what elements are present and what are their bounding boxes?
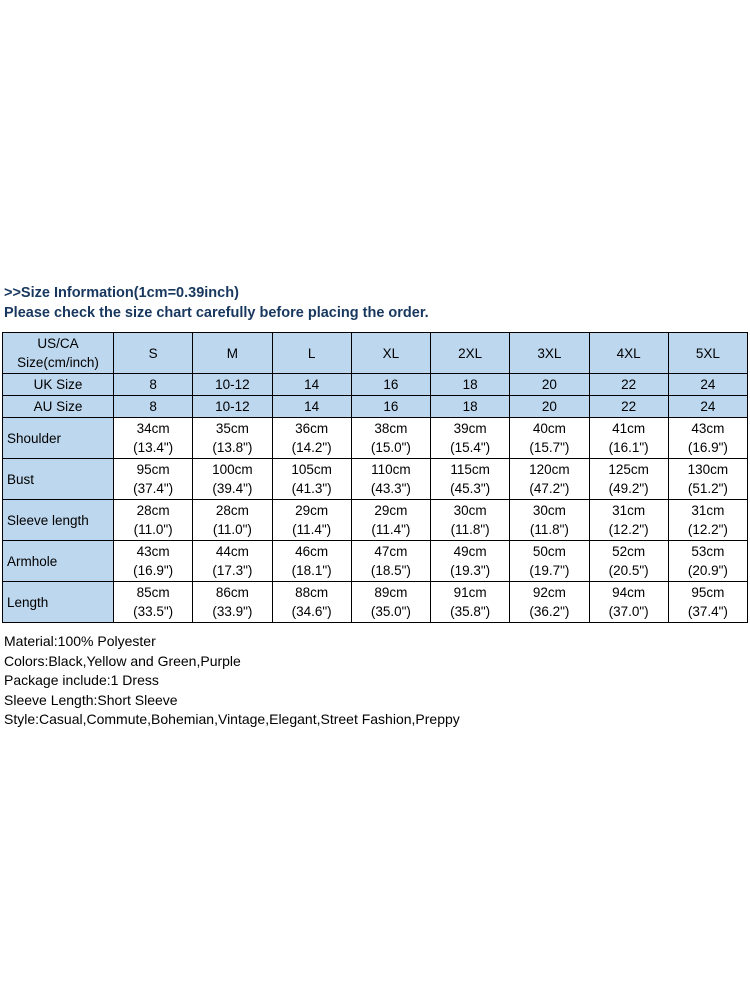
measurement-cell: 86cm (33.9") [192,581,273,623]
detail-colors: Colors:Black,Yellow and Green,Purple [4,652,241,669]
measurement-cell: 47cm (18.5") [350,540,432,582]
measurement-cell: 52cm (20.5") [588,540,669,582]
measurement-cell: 53cm (20.9") [667,540,749,582]
detail-sleeve-length: Sleeve Length:Short Sleeve [4,691,178,708]
measurement-cell: 29cm (11.4") [350,499,432,541]
corner-cell: US/CA Size(cm/inch) [2,332,114,374]
measurement-cell: 43cm (16.9") [667,417,749,459]
measurement-cell: 49cm (19.3") [429,540,511,582]
measurement-cell: 29cm (11.4") [271,499,352,541]
measurement-cell: 31cm (12.2") [588,499,669,541]
size-info-subtitle: Please check the size chart carefully be… [4,305,429,321]
au-size-cell: 18 [429,395,511,418]
au-size-cell: 20 [509,395,590,418]
uk-size-cell: 10-12 [192,373,273,396]
au-size-cell: 16 [350,395,432,418]
uk-size-row: UK Size 8 10-12 14 16 18 20 22 24 [2,373,749,396]
measurement-cell: 95cm (37.4") [667,581,749,623]
measurement-row-armhole: Armhole 43cm (16.9") 44cm (17.3") 46cm (… [2,540,749,582]
au-size-cell: 10-12 [192,395,273,418]
size-col-xl: XL [350,332,432,374]
measurement-cell: 95cm (37.4") [112,458,194,500]
measurement-label: Sleeve length [2,499,114,541]
detail-material: Material:100% Polyester [4,633,156,649]
measurement-cell: 41cm (16.1") [588,417,669,459]
measurement-cell: 31cm (12.2") [667,499,749,541]
measurement-cell: 91cm (35.8") [429,581,511,623]
measurement-row-length: Length 85cm (33.5") 86cm (33.9") 88cm (3… [2,581,749,623]
size-col-2xl: 2XL [429,332,511,374]
measurement-cell: 120cm (47.2") [509,458,590,500]
measurement-row-sleeve-length: Sleeve length 28cm (11.0") 28cm (11.0") … [2,499,749,541]
au-size-label: AU Size [2,395,114,418]
uk-size-label: UK Size [2,373,114,396]
measurement-cell: 130cm (51.2") [667,458,749,500]
measurement-cell: 125cm (49.2") [588,458,669,500]
measurement-cell: 34cm (13.4") [112,417,194,459]
uk-size-cell: 8 [112,373,194,396]
measurement-cell: 115cm (45.3") [429,458,511,500]
measurement-cell: 38cm (15.0") [350,417,432,459]
measurement-cell: 39cm (15.4") [429,417,511,459]
size-header-row: US/CA Size(cm/inch) S M L XL 2XL 3XL 4XL… [2,332,749,374]
size-col-4xl: 4XL [588,332,669,374]
measurement-cell: 92cm (36.2") [509,581,590,623]
uk-size-cell: 14 [271,373,352,396]
measurement-cell: 50cm (19.7") [509,540,590,582]
size-col-3xl: 3XL [509,332,590,374]
measurement-label: Armhole [2,540,114,582]
uk-size-cell: 18 [429,373,511,396]
measurement-label: Length [2,581,114,623]
uk-size-cell: 22 [588,373,669,396]
measurement-cell: 30cm (11.8") [429,499,511,541]
size-info-title: >>Size Information(1cm=0.39inch) [4,285,239,301]
measurement-cell: 105cm (41.3") [271,458,352,500]
au-size-cell: 22 [588,395,669,418]
au-size-cell: 14 [271,395,352,418]
size-info-page: >>Size Information(1cm=0.39inch) Please … [0,285,750,730]
au-size-row: AU Size 8 10-12 14 16 18 20 22 24 [2,395,749,418]
size-chart-table: US/CA Size(cm/inch) S M L XL 2XL 3XL 4XL… [2,332,749,623]
measurement-cell: 28cm (11.0") [192,499,273,541]
au-size-cell: 8 [112,395,194,418]
size-col-5xl: 5XL [667,332,749,374]
uk-size-cell: 16 [350,373,432,396]
uk-size-cell: 24 [667,373,749,396]
detail-package: Package include:1 Dress [4,672,159,688]
measurement-cell: 43cm (16.9") [112,540,194,582]
size-col-l: L [271,332,352,374]
uk-size-cell: 20 [509,373,590,396]
measurement-cell: 88cm (34.6") [271,581,352,623]
measurement-cell: 85cm (33.5") [112,581,194,623]
measurement-cell: 40cm (15.7") [509,417,590,459]
detail-style: Style:Casual,Commute,Bohemian,Vintage,El… [4,711,460,727]
measurement-row-shoulder: Shoulder 34cm (13.4") 35cm (13.8") 36cm … [2,417,749,459]
size-col-m: M [192,332,273,374]
measurement-cell: 89cm (35.0") [350,581,432,623]
measurement-cell: 46cm (18.1") [271,540,352,582]
measurement-cell: 100cm (39.4") [192,458,273,500]
size-col-s: S [112,332,194,374]
measurement-cell: 44cm (17.3") [192,540,273,582]
measurement-label: Shoulder [2,417,114,459]
measurement-label: Bust [2,458,114,500]
measurement-cell: 35cm (13.8") [192,417,273,459]
au-size-cell: 24 [667,395,749,418]
measurement-cell: 36cm (14.2") [271,417,352,459]
measurement-cell: 94cm (37.0") [588,581,669,623]
measurement-row-bust: Bust 95cm (37.4") 100cm (39.4") 105cm (4… [2,458,749,500]
measurement-cell: 110cm (43.3") [350,458,432,500]
measurement-cell: 28cm (11.0") [112,499,194,541]
measurement-cell: 30cm (11.8") [509,499,590,541]
product-details: Material:100% Polyester Colors:Black,Yel… [0,632,750,730]
